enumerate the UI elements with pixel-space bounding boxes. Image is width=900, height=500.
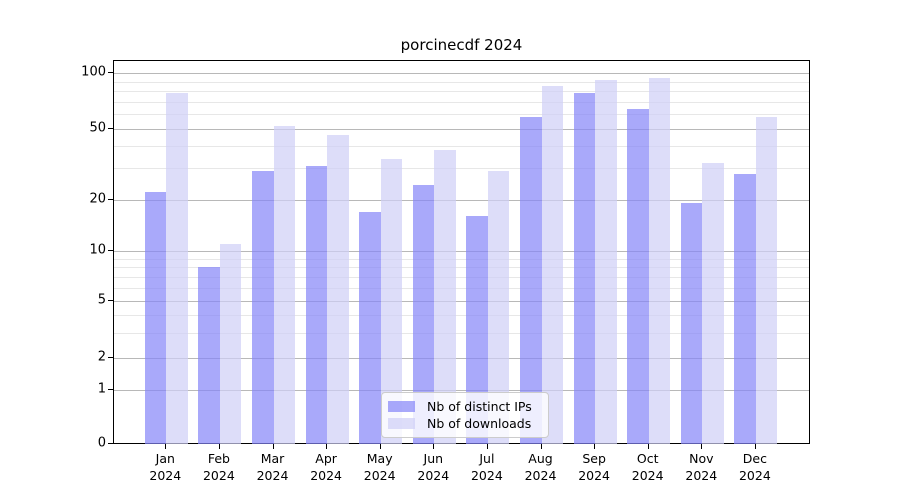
y-axis-tick-label-10: 10 <box>89 242 106 258</box>
major-gridline-2 <box>114 357 809 359</box>
minor-gridline-3 <box>114 332 809 334</box>
bar-distinct-ips-aug <box>520 116 542 444</box>
bar-distinct-ips-feb <box>198 267 220 444</box>
x-axis-tick-mark-aug <box>540 444 542 449</box>
bar-distinct-ips-mar <box>252 170 274 444</box>
minor-gridline-30 <box>114 168 809 170</box>
legend-row-downloads: Nb of downloads <box>388 416 540 431</box>
minor-gridline-90 <box>114 81 809 83</box>
y-axis-tick-mark-10 <box>108 250 113 252</box>
bar-distinct-ips-apr <box>305 165 328 444</box>
legend-swatch-distinct-ips <box>388 401 415 412</box>
y-axis-tick-mark-50 <box>108 127 113 129</box>
bar-distinct-ips-may <box>359 211 381 444</box>
major-gridline-50 <box>114 128 809 130</box>
major-gridline-20 <box>114 199 809 201</box>
x-axis-tick-mark-dec <box>754 444 756 449</box>
x-axis-tick-mark-jul <box>486 444 488 449</box>
x-axis-tick-mark-feb <box>218 444 220 449</box>
bar-distinct-ips-nov <box>680 203 703 444</box>
x-axis-tick-mark-jan <box>165 444 167 449</box>
minor-gridline-60 <box>114 114 809 116</box>
x-axis-tick-label-sep: Sep 2024 <box>578 451 610 483</box>
bar-distinct-ips-dec <box>734 173 756 444</box>
y-axis-tick-label-100: 100 <box>81 64 106 80</box>
x-axis-tick-label-mar: Mar 2024 <box>256 451 289 483</box>
x-axis-tick-mark-may <box>379 444 381 449</box>
x-axis-tick-mark-oct <box>647 444 649 449</box>
major-gridline-10 <box>114 251 809 253</box>
y-axis-tick-mark-1 <box>108 388 113 390</box>
bar-downloads-jan <box>166 93 188 444</box>
x-axis-tick-label-feb: Feb 2024 <box>202 451 235 483</box>
bar-downloads-aug <box>541 86 563 444</box>
minor-gridline-9 <box>114 258 809 260</box>
bar-downloads-sep <box>595 80 617 444</box>
minor-gridline-6 <box>114 287 809 289</box>
legend-swatch-downloads <box>388 418 415 429</box>
x-axis-tick-label-nov: Nov 2024 <box>685 451 718 483</box>
x-axis-tick-label-dec: Dec 2024 <box>738 451 771 483</box>
x-axis-tick-mark-apr <box>326 444 328 449</box>
y-axis-tick-label-50: 50 <box>89 120 106 136</box>
x-axis-tick-label-jun: Jun 2024 <box>417 451 450 483</box>
y-axis-tick-label-5: 5 <box>97 292 106 308</box>
bar-downloads-apr <box>327 135 349 444</box>
x-axis-tick-label-jul: Jul 2024 <box>470 451 503 483</box>
bar-distinct-ips-oct <box>627 109 649 444</box>
x-axis-tick-mark-sep <box>594 444 596 449</box>
bar-downloads-nov <box>702 163 724 444</box>
bar-distinct-ips-jan <box>144 192 167 444</box>
x-axis-tick-label-aug: Aug 2024 <box>524 451 557 483</box>
bar-downloads-jul <box>487 170 510 444</box>
minor-gridline-8 <box>114 267 809 269</box>
legend-row-distinct-ips: Nb of distinct IPs <box>388 399 540 414</box>
bar-downloads-may <box>380 158 403 444</box>
minor-gridline-4 <box>114 314 809 316</box>
bar-downloads-jun <box>434 149 456 444</box>
legend-label-downloads: Nb of downloads <box>427 416 532 431</box>
bar-downloads-mar <box>273 125 295 444</box>
bar-downloads-feb <box>219 244 242 444</box>
y-axis-tick-mark-100 <box>108 72 113 74</box>
y-axis-tick-label-20: 20 <box>89 191 106 206</box>
x-axis-tick-label-jan: Jan 2024 <box>149 451 182 483</box>
chart-title: porcinecdf 2024 <box>400 36 523 54</box>
x-axis-tick-mark-mar <box>272 444 274 449</box>
bar-distinct-ips-jul <box>466 216 488 444</box>
x-axis-tick-label-oct: Oct 2024 <box>631 451 664 483</box>
x-axis-tick-mark-jun <box>433 444 435 449</box>
bar-downloads-dec <box>755 116 778 444</box>
bar-distinct-ips-jun <box>412 185 435 444</box>
minor-gridline-80 <box>114 91 809 93</box>
x-axis-tick-label-may: May 2024 <box>363 451 396 483</box>
plot-area: Nb of distinct IPs Nb of downloads <box>113 60 810 444</box>
y-axis-tick-mark-20 <box>108 198 113 200</box>
x-axis-tick-label-apr: Apr 2024 <box>310 451 342 483</box>
major-gridline-100 <box>114 73 809 75</box>
y-axis-tick-mark-2 <box>108 356 113 358</box>
minor-gridline-70 <box>114 101 809 103</box>
y-axis-tick-mark-5 <box>108 300 113 301</box>
minor-gridline-7 <box>114 276 809 278</box>
y-axis-tick-mark-0 <box>108 443 113 444</box>
bar-downloads-oct <box>648 78 671 444</box>
legend-label-distinct-ips: Nb of distinct IPs <box>427 399 532 414</box>
minor-gridline-40 <box>114 145 809 147</box>
major-gridline-5 <box>114 301 809 302</box>
y-axis-tick-label-1: 1 <box>97 381 106 397</box>
legend: Nb of distinct IPs Nb of downloads <box>381 392 549 438</box>
x-axis-tick-mark-nov <box>701 444 703 449</box>
y-axis-tick-label-2: 2 <box>97 349 106 364</box>
bar-distinct-ips-sep <box>573 93 596 444</box>
y-axis-tick-label-0: 0 <box>97 435 106 451</box>
major-gridline-1 <box>114 389 809 391</box>
